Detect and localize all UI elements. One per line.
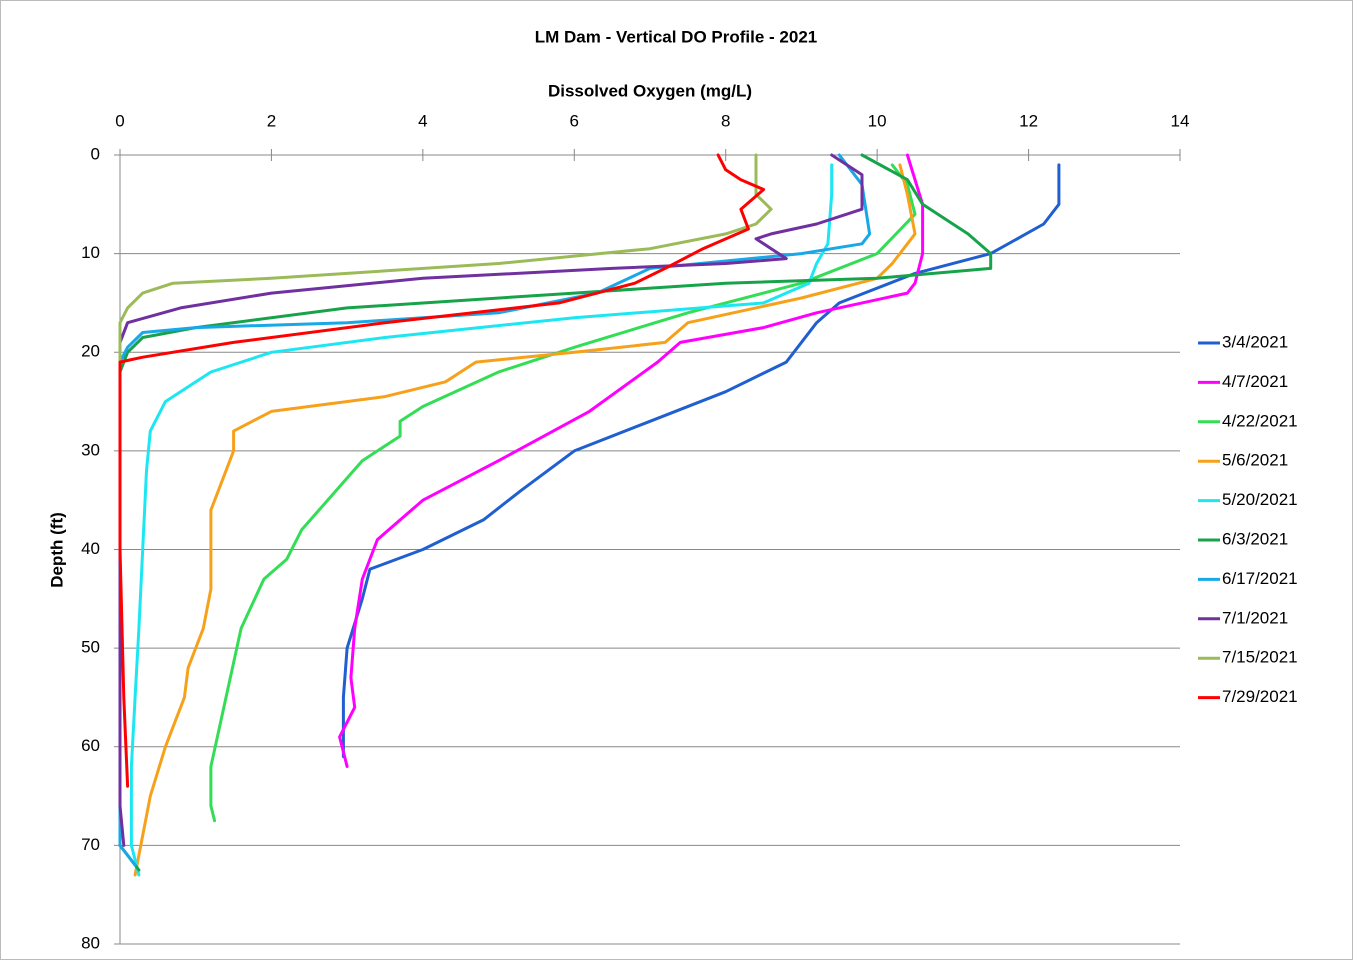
y-tick-label: 50	[81, 638, 100, 657]
series-line	[133, 163, 917, 877]
legend-label: 6/17/2021	[1222, 569, 1298, 588]
legend-label: 7/1/2021	[1222, 608, 1288, 627]
y-tick-label: 30	[81, 440, 100, 459]
x-tick-label: 2	[267, 111, 276, 130]
x-tick-label: 8	[721, 111, 730, 130]
x-tick-label: 0	[115, 111, 124, 130]
y-tick-label: 70	[81, 835, 100, 854]
x-tick-label: 6	[570, 111, 579, 130]
y-tick-label: 40	[81, 539, 100, 558]
series-line	[341, 163, 1061, 759]
x-axis-title: Dissolved Oxygen (mg/L)	[548, 81, 752, 100]
legend-label: 7/29/2021	[1222, 687, 1298, 706]
x-tick-label: 4	[418, 111, 427, 130]
series-line	[209, 163, 917, 823]
legend-label: 7/15/2021	[1222, 648, 1298, 667]
x-tick-label: 10	[868, 111, 887, 130]
x-tick-label: 12	[1019, 111, 1038, 130]
series-line	[118, 153, 766, 788]
series-line	[338, 153, 925, 768]
legend-label: 4/22/2021	[1222, 411, 1298, 430]
legend-label: 6/3/2021	[1222, 529, 1288, 548]
chart-title: LM Dam - Vertical DO Profile - 2021	[535, 27, 817, 46]
legend-label: 4/7/2021	[1222, 372, 1288, 391]
legend-label: 5/6/2021	[1222, 451, 1288, 470]
y-tick-label: 20	[81, 342, 100, 361]
y-tick-label: 60	[81, 736, 100, 755]
y-tick-label: 80	[81, 933, 100, 952]
legend-label: 5/20/2021	[1222, 490, 1298, 509]
x-tick-label: 14	[1171, 111, 1190, 130]
series-line	[129, 163, 834, 877]
series-line	[118, 153, 773, 374]
y-tick-label: 10	[81, 243, 100, 262]
series-line	[118, 153, 872, 867]
y-axis-title: Depth (ft)	[47, 512, 66, 588]
legend-label: 3/4/2021	[1222, 332, 1288, 351]
y-tick-label: 0	[91, 144, 100, 163]
